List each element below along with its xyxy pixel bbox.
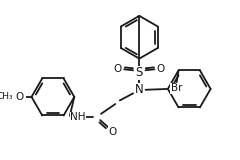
Text: NH: NH <box>70 112 86 122</box>
Text: O: O <box>108 127 117 137</box>
Text: CH₃: CH₃ <box>0 92 13 101</box>
Text: O: O <box>15 92 23 102</box>
Text: S: S <box>136 66 143 79</box>
Text: N: N <box>135 83 144 96</box>
Text: O: O <box>114 64 122 74</box>
Text: Br: Br <box>171 83 182 93</box>
Text: O: O <box>156 64 165 74</box>
